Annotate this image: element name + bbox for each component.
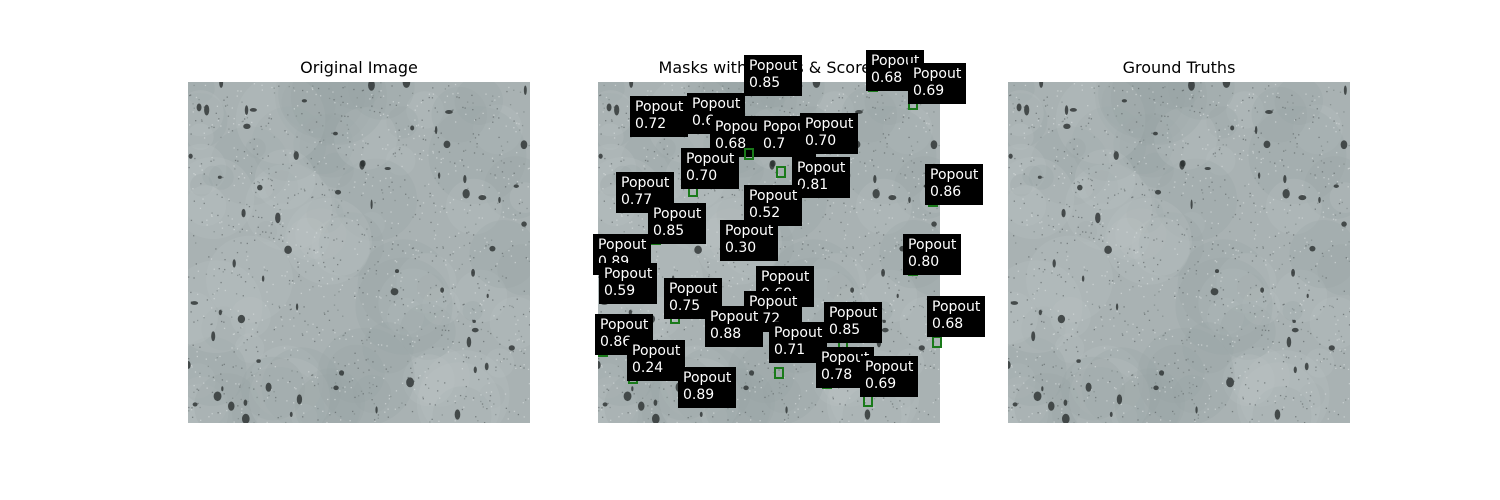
detection-label: Popout 0.70: [800, 113, 859, 154]
detection-label: Popout 0.80: [903, 234, 962, 275]
detection-mask-box: [932, 336, 942, 348]
ground-truths-title: Ground Truths: [1122, 58, 1236, 77]
original-image-panel: [188, 82, 530, 423]
detection-label: Popout 0.72: [630, 96, 689, 137]
original-image-title: Original Image: [300, 58, 418, 77]
detection-label: Popout 0.70: [681, 148, 740, 189]
detection-mask-box: [744, 148, 754, 160]
detection-label: Popout 0.88: [705, 306, 764, 347]
detection-label: Popout 0.69: [908, 63, 967, 104]
detection-label: Popout 0.69: [860, 356, 919, 397]
detection-label: Popout 0.59: [599, 263, 658, 304]
original-concrete-image: [188, 82, 530, 423]
masks-panel: Popout 0.85 Popout 0.68 Popout 0.69 Popout …: [593, 50, 986, 423]
detection-label: Popout 0.52: [744, 185, 803, 226]
ground-truths-panel: [1008, 82, 1350, 423]
detection-label: Popout 0.68: [927, 296, 986, 337]
detection-label: Popout 0.30: [720, 220, 779, 261]
detection-mask-box: [774, 367, 784, 379]
detection-label: Popout 0.89: [678, 367, 737, 408]
detection-label: Popout 0.85: [824, 302, 883, 343]
detection-mask-box: [776, 166, 786, 178]
detection-label: Popout 0.85: [648, 203, 707, 244]
detection-label: Popout 0.86: [925, 164, 984, 205]
ground-truth-concrete-image: [1008, 82, 1350, 423]
detection-label: Popout 0.24: [627, 340, 686, 381]
detection-label: Popout 0.85: [744, 55, 803, 96]
